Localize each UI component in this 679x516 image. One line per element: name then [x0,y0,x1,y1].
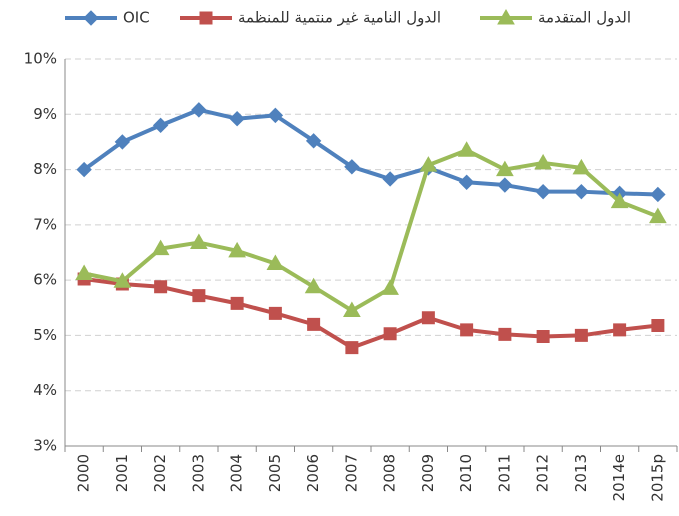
data-point [267,107,284,124]
y-tick-label: 10% [24,50,57,68]
legend-marker [83,10,99,26]
y-tick-label: 3% [33,437,57,455]
x-tick-label: 2000 [75,454,93,492]
y-tick-label: 4% [33,381,57,399]
data-point [304,277,323,294]
data-point [345,341,359,355]
data-point [152,117,169,134]
data-point [421,311,435,325]
data-point [458,174,475,190]
data-point [610,192,629,209]
legend-label: OIC [123,9,150,27]
x-tick-label: 2008 [381,454,399,492]
x-tick-label: 2007 [342,454,360,492]
data-point [151,239,170,256]
x-tick-label: 2002 [151,454,169,492]
y-tick-label: 5% [33,326,57,344]
y-tick-label: 6% [33,271,57,289]
data-point [497,177,513,193]
data-point [190,233,208,250]
y-tick-label: 9% [33,105,57,123]
data-point [114,134,131,150]
data-point [228,241,246,258]
legend-item: الدول النامية غير منتمية للمنظمة [180,9,441,27]
series-line [82,107,658,197]
data-point [534,153,552,170]
x-tick-label: 2009 [419,454,437,492]
x-tick-label: 2001 [113,454,131,492]
data-point [192,289,206,303]
data-point [613,323,627,337]
legend-marker [497,8,515,25]
data-point [382,171,398,187]
data-point [268,306,282,320]
data-point [343,301,361,318]
data-point [572,158,591,175]
series-line [83,148,659,313]
data-point [113,272,132,288]
data-point [305,133,322,149]
x-tick-label: 2004 [228,454,246,492]
data-point [230,296,244,310]
legend-item: الدول المتقدمة [480,9,631,27]
x-tick-label: 2013 [572,454,590,492]
legend-label: الدول النامية غير منتمية للمنظمة [238,9,441,27]
data-point [496,160,514,177]
legend-item: OIC [65,9,150,27]
data-point [154,280,168,294]
data-point [266,254,285,271]
data-point [229,111,245,127]
x-tick-label: 2012 [534,454,552,492]
data-point [651,318,665,332]
legend-label: الدول المتقدمة [538,9,631,27]
data-point [457,141,476,157]
series-line [83,277,659,350]
legend-marker [199,11,213,25]
data-point [76,161,92,178]
data-point [649,207,667,224]
x-tick-label: 2014e [610,454,628,501]
data-point [460,323,474,337]
data-point [498,327,512,341]
data-point [191,102,207,118]
data-point [419,156,438,172]
x-tick-label: 2010 [457,454,475,492]
x-tick-label: 2011 [495,454,513,492]
data-point [307,317,321,331]
x-tick-label: 2005 [266,454,284,492]
data-point [650,186,666,203]
data-point [344,159,360,175]
data-point [381,279,399,295]
x-tick-label: 2003 [189,454,207,492]
data-point [383,327,397,341]
data-point [535,183,551,200]
x-tick-label: 2015p [648,454,666,502]
data-point [574,328,588,342]
data-point [573,183,590,200]
data-point [75,264,93,281]
y-tick-label: 7% [33,215,57,233]
y-tick-label: 8% [33,160,57,178]
data-point [536,330,550,344]
x-tick-label: 2006 [304,454,322,492]
